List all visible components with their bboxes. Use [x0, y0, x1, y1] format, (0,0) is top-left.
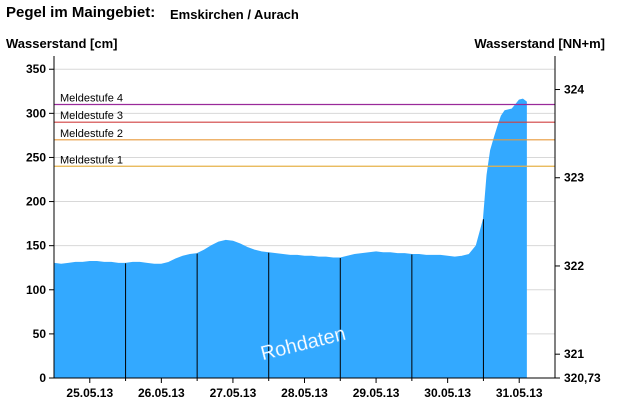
threshold-label: Meldestufe 1	[60, 154, 123, 166]
y2-tick-label: 320,73	[564, 371, 601, 385]
y-tick-label: 150	[26, 239, 46, 253]
x-tick-label: 26.05.13	[138, 386, 185, 400]
y2-tick-label: 322	[564, 259, 584, 273]
y-tick-label: 0	[39, 371, 46, 385]
y2-tick-label: 323	[564, 171, 584, 185]
threshold-label: Meldestufe 2	[60, 128, 123, 140]
y-tick-label: 200	[26, 195, 46, 209]
page-title: Pegel im Maingebiet:	[6, 4, 156, 21]
y-axis-label-cm: Wasserstand [cm]	[6, 36, 118, 51]
water-level-area	[53, 98, 527, 379]
y-tick-label: 50	[33, 327, 47, 341]
gauge-station-name: Emskirchen / Aurach	[170, 7, 299, 22]
x-tick-label: 29.05.13	[353, 386, 400, 400]
y-tick-label: 300	[26, 106, 46, 120]
x-tick-label: 31.05.13	[496, 386, 543, 400]
x-tick-label: 25.05.13	[66, 386, 113, 400]
y-axis-label-nn: Wasserstand [NN+m]	[474, 36, 605, 51]
y-tick-label: 100	[26, 283, 46, 297]
x-tick-label: 27.05.13	[210, 386, 257, 400]
x-tick-label: 28.05.13	[281, 386, 328, 400]
y-tick-label: 350	[26, 62, 46, 76]
threshold-label: Meldestufe 3	[60, 110, 123, 122]
threshold-label: Meldestufe 4	[60, 93, 123, 105]
y2-tick-label: 321	[564, 347, 584, 361]
y-tick-label: 250	[26, 150, 46, 164]
y2-tick-label: 324	[564, 83, 584, 97]
x-tick-label: 30.05.13	[424, 386, 471, 400]
